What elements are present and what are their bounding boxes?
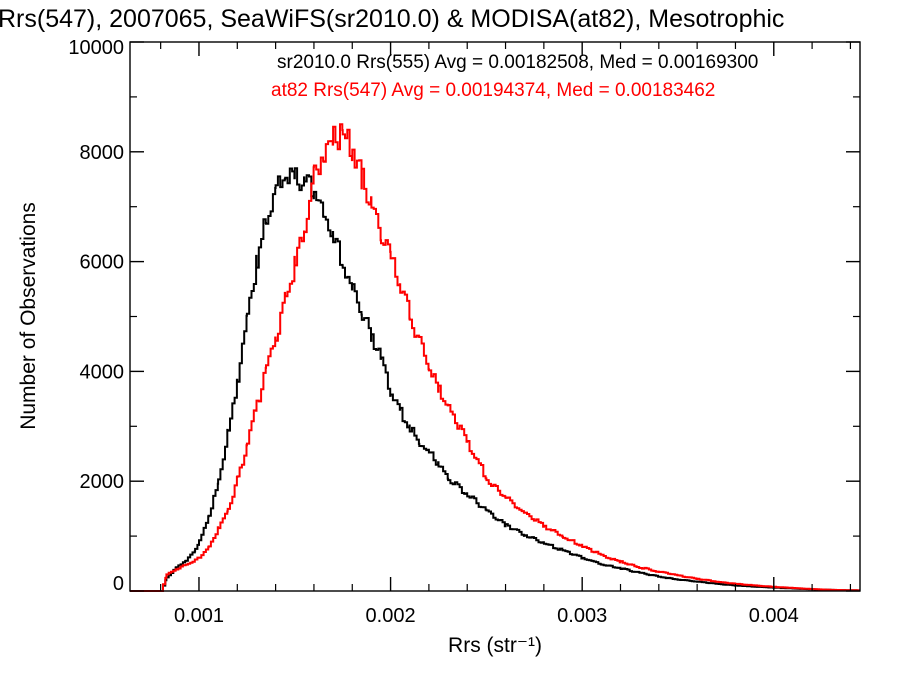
y-tick-label: 10000 — [68, 37, 124, 59]
axis-layer: 0 2000 4000 6000 8000 10000 0.001 0.002 0.003 0.0… — [68, 37, 860, 627]
y-axis-label: Number of Observations — [17, 202, 40, 430]
y-tick-label: 8000 — [80, 142, 125, 164]
annotation-sr2010: sr2010.0 Rrs(555) Avg = 0.00182508, Med … — [277, 52, 758, 73]
x-tick-label: 0.004 — [749, 605, 799, 627]
x-tick-label: 0.001 — [174, 605, 224, 627]
series-layer — [130, 123, 860, 592]
y-tick-label: 0 — [113, 573, 124, 595]
x-tick-label: 0.003 — [557, 605, 607, 627]
x-tick-label: 0.002 — [366, 605, 416, 627]
y-tick-label: 2000 — [80, 471, 125, 493]
plot-area: 0 2000 4000 6000 8000 10000 0.001 0.002 0.003 0.0… — [68, 37, 861, 627]
chart-title: Rrs(547), 2007065, SeaWiFS(sr2010.0) & M… — [0, 5, 784, 33]
series-line-at82 — [130, 123, 860, 592]
x-axis-label: Rrs (str⁻¹) — [448, 634, 542, 657]
series-line-sr2010 — [130, 167, 860, 592]
plot-frame — [129, 41, 861, 592]
y-tick-label: 4000 — [80, 361, 125, 383]
y-tick-label: 6000 — [80, 252, 125, 274]
annotation-at82: at82 Rrs(547) Avg = 0.00194374, Med = 0.… — [271, 80, 715, 101]
